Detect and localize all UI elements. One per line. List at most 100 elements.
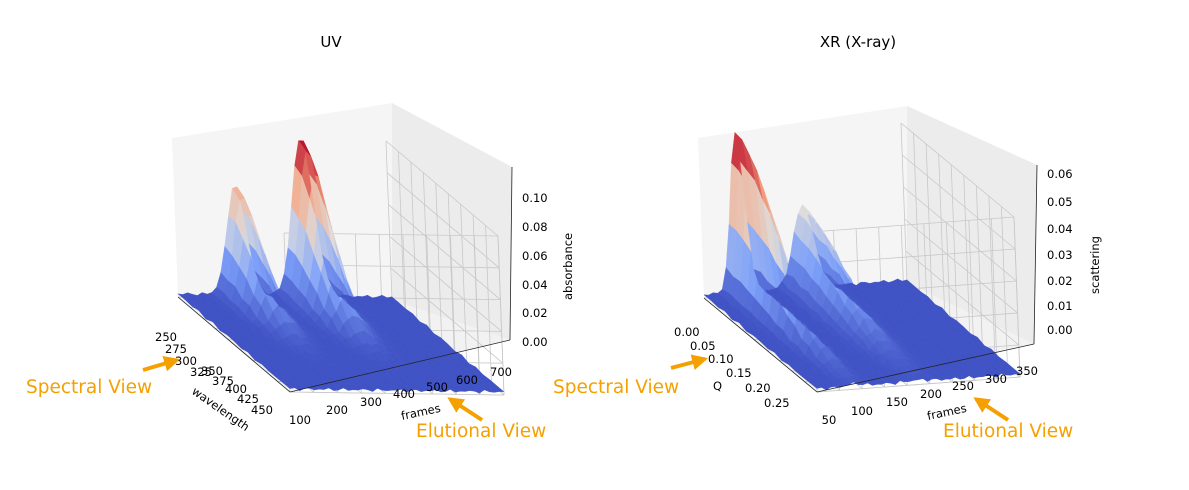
- xr-fr-tick: 300: [985, 372, 1007, 386]
- uv-fr-tick: 100: [289, 413, 311, 427]
- uv-wl-tick: 450: [251, 403, 273, 417]
- gridline: [938, 154, 946, 315]
- gridline: [389, 236, 502, 332]
- uv-spectral-annotation: Spectral View: [26, 355, 181, 398]
- gridline: [473, 235, 481, 395]
- xr-elutional-view-text: Elutional View: [943, 421, 1073, 442]
- surface-facet: [177, 293, 191, 300]
- uv-wl-tick: 325: [190, 365, 212, 379]
- gridline: [913, 133, 920, 294]
- xr-sc-tick: 0.03: [1047, 248, 1073, 262]
- xr-frames-ticks: 50 100 150 200 250 300 350: [822, 364, 1038, 427]
- uv-fr-tick: 400: [393, 387, 415, 401]
- xr-elutional-annotation: Elutional View: [943, 397, 1073, 442]
- xr-frames-label: frames: [926, 401, 968, 423]
- uv-wl-tick: 350: [201, 364, 223, 378]
- xr-q-label: Q: [713, 379, 722, 393]
- xr-scattering-label: scattering: [1088, 236, 1102, 294]
- uv-abs-tick: 0.06: [522, 249, 548, 263]
- xr-title: XR (X-ray): [820, 33, 896, 51]
- uv-wl-tick: 275: [165, 342, 187, 356]
- xr-spectral-annotation: Spectral View: [553, 354, 709, 398]
- uv-absorbance-ticks: 0.00 0.02 0.04 0.06 0.08 0.10: [522, 191, 548, 349]
- uv-elutional-annotation: Elutional View: [416, 397, 546, 442]
- uv-title: UV: [320, 33, 342, 51]
- xr-q-tick: 0.20: [745, 381, 771, 395]
- uv-abs-tick: 0.00: [522, 335, 548, 349]
- gridline: [460, 204, 468, 364]
- xr-q-tick: 0.25: [764, 396, 790, 410]
- gridline: [435, 183, 443, 343]
- gridline: [900, 122, 908, 284]
- uv-fr-tick: 200: [326, 403, 348, 417]
- xr-sc-tick: 0.05: [1047, 195, 1073, 209]
- gridline: [447, 193, 455, 353]
- gridline: [385, 140, 499, 237]
- xr-chart: XR (X-ray) 0.00 0.05 0.10 0.15 0.20 0.25…: [553, 33, 1102, 442]
- xr-axis-lines: [703, 164, 1038, 393]
- gridline: [950, 164, 958, 325]
- uv-abs-tick: 0.10: [522, 191, 548, 205]
- xr-fr-tick: 150: [886, 395, 908, 409]
- gridline: [388, 204, 501, 300]
- xr-sc-tick: 0.01: [1047, 299, 1073, 313]
- xr-q-tick: 0.00: [674, 325, 700, 339]
- xr-q-tick: 0.15: [726, 366, 752, 380]
- gridline: [812, 248, 1016, 265]
- uv-fr-tick: 700: [490, 365, 512, 379]
- gridline: [410, 162, 418, 322]
- uv-elutional-view-text: Elutional View: [416, 421, 546, 442]
- gridline: [497, 235, 505, 396]
- xr-q-ticks: 0.00 0.05 0.10 0.15 0.20 0.25: [674, 325, 790, 410]
- uv-surface: [177, 140, 505, 394]
- gridline: [988, 196, 996, 357]
- xr-surface: [703, 131, 1021, 391]
- gridline: [390, 267, 504, 364]
- xr-sc-tick: 0.04: [1047, 222, 1073, 236]
- uv-abs-tick: 0.08: [522, 220, 548, 234]
- xr-fr-tick: 200: [920, 387, 942, 401]
- gridline: [901, 154, 1016, 250]
- xr-spectral-view-text: Spectral View: [553, 377, 679, 398]
- gridline: [289, 391, 505, 396]
- gridline: [1013, 216, 1021, 378]
- uv-abs-tick: 0.02: [522, 306, 548, 320]
- gridline: [485, 225, 492, 385]
- xr-sc-tick: 0.00: [1047, 323, 1073, 337]
- gridline: [810, 216, 1015, 233]
- uv-spectral-view-text: Spectral View: [26, 377, 152, 398]
- uv-fr-tick: 500: [426, 380, 448, 394]
- gridline: [816, 376, 1021, 393]
- xr-q-tick: 0.05: [690, 339, 716, 353]
- uv-chart: UV 250 275 300 325 350 375 400 425 450 w…: [26, 33, 575, 442]
- xr-fr-tick: 250: [952, 379, 974, 393]
- uv-frames-ticks: 100 200 300 400 500 600 700: [289, 365, 512, 427]
- uv-wavelength-ticks: 250 275 300 325 350 375 400 425 450: [155, 330, 273, 417]
- xr-fr-tick: 350: [1016, 364, 1038, 378]
- gridline: [900, 122, 1015, 218]
- uv-absorbance-label: absorbance: [561, 233, 575, 300]
- uv-abs-tick: 0.04: [522, 278, 548, 292]
- xr-scattering-ticks: 0.00 0.01 0.02 0.03 0.04 0.05 0.06: [1047, 167, 1073, 337]
- uv-wl-tick: 250: [155, 330, 177, 344]
- uv-wl-tick: 375: [212, 374, 234, 388]
- uv-fr-tick: 600: [456, 373, 478, 387]
- xr-q-tick: 0.10: [708, 352, 734, 366]
- gridline: [905, 250, 1020, 346]
- gridline: [903, 186, 1017, 282]
- xr-fr-tick: 50: [822, 413, 837, 427]
- gridline: [925, 143, 933, 304]
- uv-fr-tick: 300: [360, 395, 382, 409]
- uv-wl-tick: 300: [175, 354, 197, 368]
- gridline: [386, 172, 500, 269]
- uv-pane-right-wall: [392, 103, 512, 340]
- gridline: [385, 140, 393, 301]
- gridline: [1001, 206, 1008, 367]
- gridline: [963, 175, 971, 336]
- xr-fr-tick: 100: [851, 404, 873, 418]
- uv-frames-label: frames: [400, 401, 442, 423]
- uv-wl-tick: 425: [237, 392, 259, 406]
- xr-sc-tick: 0.06: [1047, 167, 1073, 181]
- uv-pane-left-wall: [172, 103, 392, 300]
